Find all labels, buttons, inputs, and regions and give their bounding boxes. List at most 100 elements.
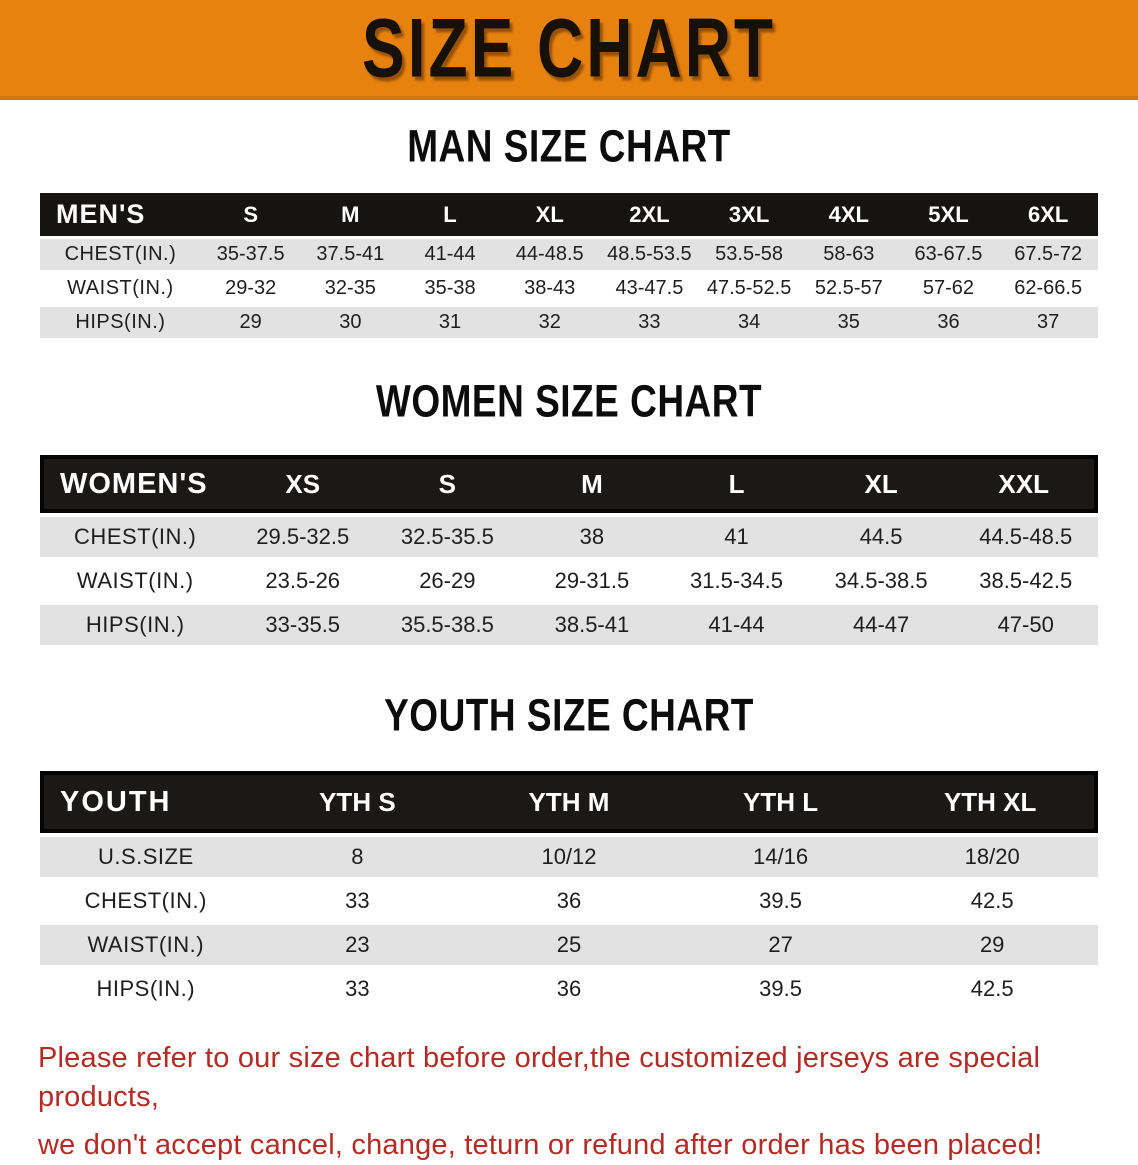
size-column-header: S [375, 455, 520, 513]
value-cell: 23 [251, 925, 464, 965]
value-cell: 47.5-52.5 [699, 273, 799, 304]
value-cell: 33 [251, 969, 464, 1009]
value-cell: 38 [519, 517, 665, 557]
value-cell: 29 [886, 925, 1098, 965]
section-youth: YOUTH SIZE CHART YOUTH YTH S YTH M YTH L YTH… [0, 690, 1138, 1013]
value-cell: 32-35 [300, 273, 401, 304]
value-cell: 42.5 [886, 969, 1098, 1009]
value-cell: 35.5-38.5 [375, 605, 520, 645]
size-column-header: YTH M [463, 771, 675, 833]
value-cell: 35-38 [400, 273, 500, 304]
value-cell: 36 [463, 969, 675, 1009]
size-column-header: YTH L [674, 771, 887, 833]
value-cell: 42.5 [886, 881, 1098, 921]
size-column-header: YTH S [251, 771, 464, 833]
value-cell: 41-44 [664, 605, 809, 645]
value-cell: 29-32 [200, 273, 301, 304]
value-cell: 44-48.5 [499, 239, 600, 270]
value-cell: 8 [251, 837, 464, 877]
men-section-heading: MAN SIZE CHART [407, 121, 731, 172]
value-cell: 10/12 [463, 837, 675, 877]
table-row: CHEST(IN.) 35-37.5 37.5-41 41-44 44-48.5 48.5… [40, 239, 1098, 270]
value-cell: 34.5-38.5 [808, 561, 954, 601]
value-cell: 37 [998, 307, 1098, 338]
section-men: MAN SIZE CHART MEN'S S M L XL 2XL 3XL 4XL 5XL 6XL… [0, 121, 1138, 341]
size-column-header: XL [499, 193, 600, 236]
size-column-header: YTH XL [886, 771, 1098, 833]
table-row: HIPS(IN.) 33-35.5 35.5-38.5 38.5-41 41-44 44-… [40, 605, 1098, 645]
men-size-table: MEN'S S M L XL 2XL 3XL 4XL 5XL 6XL CHEST(IN.) 35-37… [40, 190, 1098, 341]
disclaimer: Please refer to our size chart before or… [38, 1039, 1138, 1165]
value-cell: 43-47.5 [599, 273, 700, 304]
value-cell: 26-29 [375, 561, 520, 601]
value-cell: 44.5-48.5 [953, 517, 1098, 557]
women-size-table: WOMEN'S XS S M L XL XXL CHEST(IN.) 29.5-32.5 32.5… [40, 451, 1098, 649]
table-title-cell: WOMEN'S [40, 455, 231, 513]
value-cell: 41-44 [400, 239, 500, 270]
value-cell: 27 [674, 925, 887, 965]
table-row: U.S.SIZE 8 10/12 14/16 18/20 [40, 837, 1098, 877]
row-label-cell: HIPS(IN.) [40, 605, 231, 645]
row-label-cell: CHEST(IN.) [40, 239, 201, 270]
size-column-header: 5XL [898, 193, 999, 236]
value-cell: 37.5-41 [300, 239, 401, 270]
size-column-header: XL [808, 455, 954, 513]
value-cell: 67.5-72 [998, 239, 1098, 270]
row-label-cell: WAIST(IN.) [40, 273, 201, 304]
table-row: CHEST(IN.) 33 36 39.5 42.5 [40, 881, 1098, 921]
youth-size-table: YOUTH YTH S YTH M YTH L YTH XL U.S.SIZE 8 10/12… [40, 767, 1098, 1013]
value-cell: 29 [200, 307, 301, 338]
size-column-header: XXL [953, 455, 1098, 513]
value-cell: 31 [400, 307, 500, 338]
disclaimer-line-1: Please refer to our size chart before or… [38, 1042, 1041, 1114]
value-cell: 29-31.5 [519, 561, 665, 601]
table-title-cell: YOUTH [40, 771, 252, 833]
row-label-cell: HIPS(IN.) [40, 969, 252, 1009]
value-cell: 62-66.5 [998, 273, 1098, 304]
value-cell: 33-35.5 [230, 605, 376, 645]
value-cell: 58-63 [798, 239, 899, 270]
table-header-row: WOMEN'S XS S M L XL XXL [40, 455, 1098, 513]
page-title: SIZE CHART [362, 1, 776, 95]
value-cell: 44.5 [808, 517, 954, 557]
value-cell: 31.5-34.5 [664, 561, 809, 601]
disclaimer-line-2: we don't accept cancel, change, teturn o… [38, 1129, 1043, 1162]
size-column-header: 6XL [998, 193, 1098, 236]
value-cell: 32.5-35.5 [375, 517, 520, 557]
value-cell: 34 [699, 307, 799, 338]
section-women: WOMEN SIZE CHART WOMEN'S XS S M L XL XXL CHEST(… [0, 376, 1138, 649]
value-cell: 35-37.5 [200, 239, 301, 270]
value-cell: 48.5-53.5 [599, 239, 700, 270]
table-row: HIPS(IN.) 29 30 31 32 33 34 35 36 37 [40, 307, 1098, 338]
size-column-header: XS [230, 455, 376, 513]
value-cell: 57-62 [898, 273, 999, 304]
size-column-header: M [519, 455, 665, 513]
size-column-header: L [664, 455, 809, 513]
value-cell: 35 [798, 307, 899, 338]
value-cell: 63-67.5 [898, 239, 999, 270]
youth-section-heading: YOUTH SIZE CHART [384, 690, 754, 741]
value-cell: 33 [251, 881, 464, 921]
value-cell: 36 [898, 307, 999, 338]
table-row: WAIST(IN.) 23 25 27 29 [40, 925, 1098, 965]
table-header-row: YOUTH YTH S YTH M YTH L YTH XL [40, 771, 1098, 833]
value-cell: 33 [599, 307, 700, 338]
value-cell: 52.5-57 [798, 273, 899, 304]
row-label-cell: CHEST(IN.) [40, 517, 231, 557]
row-label-cell: CHEST(IN.) [40, 881, 252, 921]
table-header-row: MEN'S S M L XL 2XL 3XL 4XL 5XL 6XL [40, 193, 1098, 236]
value-cell: 32 [499, 307, 600, 338]
value-cell: 23.5-26 [230, 561, 376, 601]
value-cell: 36 [463, 881, 675, 921]
value-cell: 14/16 [674, 837, 887, 877]
size-column-header: 2XL [599, 193, 700, 236]
value-cell: 41 [664, 517, 809, 557]
value-cell: 29.5-32.5 [230, 517, 376, 557]
table-row: CHEST(IN.) 29.5-32.5 32.5-35.5 38 41 44.5 44.5… [40, 517, 1098, 557]
value-cell: 25 [463, 925, 675, 965]
row-label-cell: U.S.SIZE [40, 837, 252, 877]
size-column-header: 4XL [798, 193, 899, 236]
value-cell: 39.5 [674, 881, 887, 921]
value-cell: 53.5-58 [699, 239, 799, 270]
